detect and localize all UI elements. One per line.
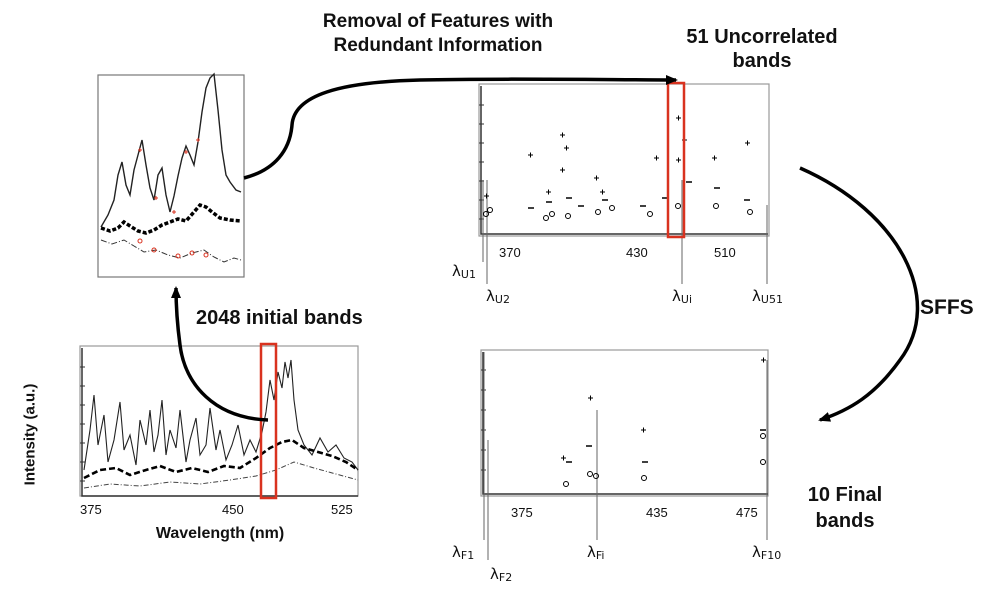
final-xtick: 475 [736,505,758,520]
spectrum-trace-low [83,461,359,489]
lambda-f2-label: λF2 [490,565,513,584]
lambda-ui-label: λUi [672,287,692,306]
sffs-label: SFFS [920,296,974,319]
arrow-initial [171,286,269,422]
uncorrelated-axis [480,86,768,235]
spectrum-trace-mid [83,438,359,480]
spectrum-x-axis-label: Wavelength (nm) [155,525,285,542]
final-title-line2: bands [815,510,875,532]
final-bands-title: 10 Final bands [790,482,900,534]
uncorrelated-xtick: 370 [499,245,521,260]
final-chart [480,349,769,560]
initial-bands-title: 2048 initial bands [196,307,363,329]
uncorrelated-circle-markers [483,203,753,221]
spectrum-y-axis-label: Intensity (a.u.) [21,383,39,486]
spectrum-xtick: 450 [222,502,244,517]
zoom-inset-panel [97,72,245,278]
arrow-sffs [799,166,920,422]
removal-title: Removal of Features with Redundant Infor… [268,10,608,58]
removal-title-line2: Redundant Information [333,35,543,56]
uncorrelated-title-line2: bands [732,50,792,72]
final-axis [482,352,768,495]
removal-title-line1: Removal of Features with [322,11,554,32]
final-xtick: 435 [646,505,668,520]
uncorrelated-xtick: 510 [714,245,736,260]
final-drop-lines [483,352,768,560]
lambda-u1-label: λU1 [452,262,476,281]
uncorrelated-ticks-y [479,104,484,220]
uncorrelated-xtick: 430 [626,245,648,260]
final-dash-markers [566,429,766,463]
uncorrelated-plus-markers [484,115,750,199]
lambda-f10-label: λF10 [752,543,782,562]
uncorrelated-dash-markers [528,181,750,209]
spectrum-trace-top [83,359,359,471]
final-xtick: 375 [511,505,533,520]
uncorrelated-chart [478,81,770,284]
final-title-line1: 10 Final [807,484,883,506]
lambda-u51-label: λU51 [752,287,783,306]
inset-red-markers [137,138,209,259]
arrow-removal [243,74,678,180]
lambda-f1-label: λF1 [452,543,475,562]
spectrum-chart [79,342,359,500]
uncorrelated-drop-lines [482,180,768,284]
lambda-fi-label: λFi [587,543,605,562]
spectrum-xtick: 375 [80,502,102,517]
lambda-u2-label: λU2 [486,287,510,306]
inset-curve-top [100,72,242,228]
uncorrelated-title-line1: 51 Uncorrelated [686,26,838,48]
spectrum-axis [81,348,358,497]
spectrum-ticks-y [80,366,85,482]
inset-curve-low [100,239,242,263]
uncorrelated-title: 51 Uncorrelated bands [672,25,852,73]
inset-curve-mid [100,202,242,235]
spectrum-xtick: 525 [331,502,353,517]
final-circle-markers [563,433,766,487]
final-plus-markers [561,357,766,461]
